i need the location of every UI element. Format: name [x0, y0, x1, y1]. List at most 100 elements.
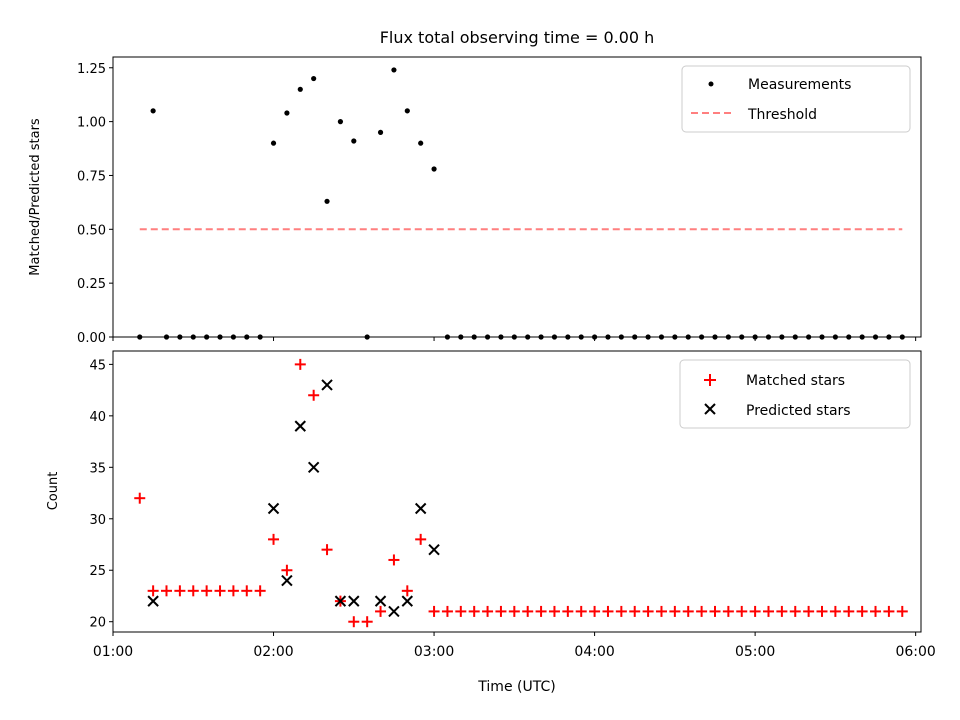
- predicted-star-point: [307, 461, 320, 474]
- predicted-star-point: [388, 605, 400, 618]
- predicted-star-point: [321, 379, 333, 391]
- y-tick-label: 0.25: [77, 277, 106, 292]
- predicted-star-point: [294, 420, 306, 432]
- matched-star-point: [762, 605, 774, 617]
- bottom-y-axis-label: Count: [46, 472, 61, 511]
- matched-star-point: [227, 585, 239, 597]
- y-tick-label: 0.00: [77, 331, 106, 346]
- matched-star-point: [214, 585, 226, 597]
- matched-star-point: [776, 605, 788, 617]
- matched-star-point: [803, 605, 815, 617]
- matched-star-point: [161, 585, 173, 597]
- matched-star-point: [749, 605, 761, 617]
- x-tick-label: 05:00: [735, 644, 775, 660]
- matched-star-point: [375, 605, 387, 617]
- predicted-star-point: [334, 595, 347, 607]
- top-legend-box: [681, 65, 911, 133]
- legend-label-predicted-stars: Predicted stars: [746, 403, 851, 419]
- bottom-x-ticks: 01:00 02:00 03:00 04:00 05:00 06:00: [93, 632, 936, 660]
- measurement-point: [270, 140, 277, 146]
- measurement-point: [311, 75, 317, 82]
- measurement-point: [418, 140, 424, 146]
- legend-label-measurements: Measurements: [748, 77, 851, 93]
- y-tick-label: 40: [89, 410, 106, 425]
- matched-star-point: [281, 564, 293, 576]
- measurement-point: [431, 166, 437, 172]
- matched-star-point: [589, 605, 601, 617]
- predicted-star-point: [281, 574, 293, 587]
- matched-star-point: [468, 605, 480, 617]
- matched-star-point: [482, 605, 494, 617]
- measurement-point: [324, 198, 330, 204]
- matched-star-point: [174, 585, 186, 597]
- top-axes-frame: [112, 56, 922, 338]
- matched-star-point: [535, 605, 547, 617]
- legend-marker-measurements: [708, 81, 714, 87]
- bottom-plot-marks: [134, 358, 908, 628]
- matched-star-point: [495, 605, 507, 617]
- y-tick-label: 20: [89, 616, 106, 631]
- matched-star-point: [268, 533, 280, 545]
- legend-label-threshold: Threshold: [747, 107, 817, 123]
- matched-star-point: [642, 605, 654, 617]
- matched-star-point: [294, 358, 306, 370]
- matched-star-point: [896, 605, 908, 617]
- y-tick-label: 30: [89, 513, 106, 528]
- matched-star-point: [522, 605, 534, 617]
- matched-star-point: [241, 585, 253, 597]
- x-tick-label: 01:00: [93, 644, 133, 660]
- matched-star-point: [696, 605, 708, 617]
- x-tick-label: 06:00: [895, 644, 935, 660]
- matched-star-point: [401, 585, 413, 597]
- matched-star-point: [508, 605, 520, 617]
- matched-star-point: [428, 605, 440, 617]
- matched-star-point: [147, 585, 159, 597]
- measurement-point: [404, 108, 410, 114]
- bottom-legend: Matched stars Predicted stars: [679, 359, 911, 429]
- matched-star-point: [187, 585, 199, 597]
- y-tick-label: 0.50: [77, 223, 106, 238]
- chart-title: Flux total observing time = 0.00 h: [380, 28, 655, 47]
- top-panel: Flux total observing time = 0.00 h 0.00 0…: [28, 28, 922, 346]
- bottom-legend-box: [679, 359, 911, 429]
- matched-star-point: [562, 605, 574, 617]
- legend-marker-predicted-stars: [704, 403, 716, 415]
- matched-star-point: [254, 585, 266, 597]
- matched-star-point: [669, 605, 681, 617]
- matched-star-point: [441, 605, 453, 617]
- matched-star-point: [629, 605, 641, 617]
- bottom-panel: 20 25 30 35 40 45 01:00 02:00 03:00 04:00 05:00 06…: [46, 350, 936, 695]
- matched-star-point: [415, 533, 427, 545]
- measurement-point: [391, 67, 397, 73]
- matched-star-point: [722, 605, 734, 617]
- matched-star-point: [308, 389, 320, 401]
- matched-star-point: [682, 605, 694, 617]
- matched-star-point: [816, 605, 828, 617]
- y-tick-label: 1.25: [77, 62, 106, 77]
- legend-marker-matched-stars: [704, 374, 716, 386]
- matched-star-point: [134, 492, 146, 504]
- predicted-star-point: [414, 502, 427, 515]
- top-y-axis-label: Matched/Predicted stars: [28, 118, 43, 276]
- predicted-star-point: [147, 595, 159, 607]
- matched-star-point: [736, 605, 748, 617]
- measurement-point: [351, 138, 357, 144]
- y-tick-label: 25: [89, 564, 106, 579]
- x-tick-label: 02:00: [253, 644, 293, 660]
- matched-star-point: [361, 616, 373, 628]
- matched-star-point: [388, 554, 400, 566]
- matched-star-point: [789, 605, 801, 617]
- matched-star-point: [455, 605, 467, 617]
- matched-star-point: [321, 544, 333, 556]
- y-tick-label: 35: [89, 461, 106, 476]
- y-tick-label: 1.00: [77, 116, 106, 131]
- matched-star-point: [709, 605, 721, 617]
- matched-star-point: [348, 616, 360, 628]
- measurement-point: [284, 110, 290, 116]
- matched-star-point: [883, 605, 895, 617]
- legend-label-matched-stars: Matched stars: [746, 373, 845, 389]
- top-y-ticks: 0.00 0.25 0.50 0.75 1.00 1.25: [77, 62, 113, 346]
- measurement-point: [377, 129, 384, 135]
- predicted-star-point: [267, 502, 280, 515]
